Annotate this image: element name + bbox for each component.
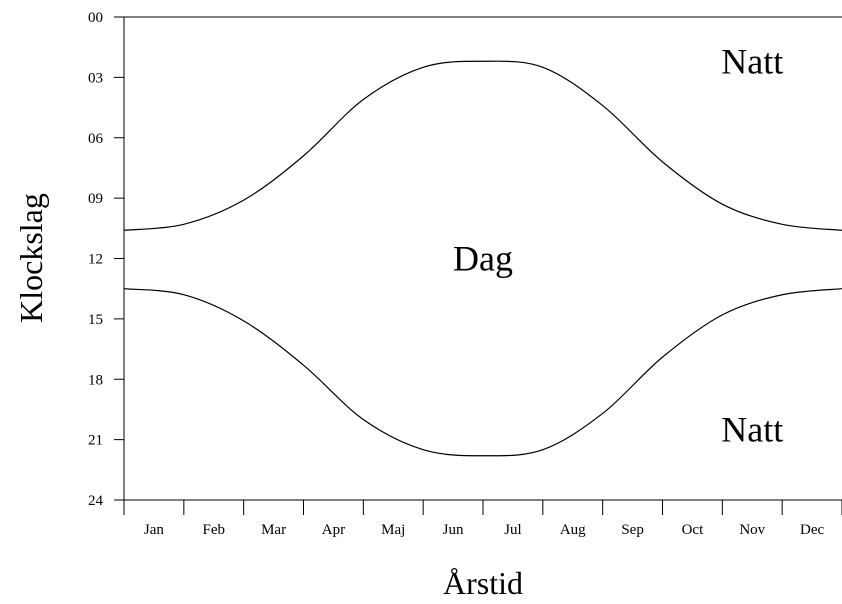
x-tick-label: Oct <box>682 522 704 538</box>
region-label: Natt <box>721 410 783 450</box>
x-tick-label: Mar <box>261 522 286 538</box>
y-tick-label: 15 <box>88 312 103 328</box>
y-tick-label: 24 <box>88 493 104 509</box>
x-tick-label: Maj <box>381 522 405 538</box>
sunrise-curve <box>123 60 842 231</box>
x-tick-label: Nov <box>739 522 765 538</box>
x-tick-label: Sep <box>621 522 644 538</box>
series-lines <box>123 60 842 457</box>
x-axis-ticks: Jan Feb Mar Apr Maj Jun Jul Aug Sep Oct Nov Dec <box>123 500 842 538</box>
y-tick-label: 18 <box>88 372 103 388</box>
y-tick-label: 21 <box>88 433 103 449</box>
x-tick-label: Apr <box>322 522 345 538</box>
y-tick-label: 06 <box>88 131 104 147</box>
x-tick-label: Aug <box>560 522 586 538</box>
y-tick-label: 09 <box>88 191 103 207</box>
x-tick-label: Jun <box>443 522 464 538</box>
y-tick-label: 03 <box>88 70 103 86</box>
y-axis-ticks: 00 03 06 09 12 15 18 21 24 <box>88 10 124 509</box>
y-axis-title: Klockslag <box>13 193 49 323</box>
sunset-curve <box>123 288 842 457</box>
x-tick-label: Feb <box>203 522 226 538</box>
x-tick-label: Dec <box>800 522 824 538</box>
region-label: Natt <box>721 41 783 81</box>
x-tick-label: Jan <box>144 522 164 538</box>
region-labels: Natt Dag Natt <box>453 41 783 449</box>
y-tick-label: 12 <box>88 252 103 268</box>
x-tick-label: Jul <box>504 522 522 538</box>
region-label: Dag <box>453 239 513 279</box>
x-axis-title: Årstid <box>443 565 523 601</box>
y-tick-label: 00 <box>88 10 103 26</box>
